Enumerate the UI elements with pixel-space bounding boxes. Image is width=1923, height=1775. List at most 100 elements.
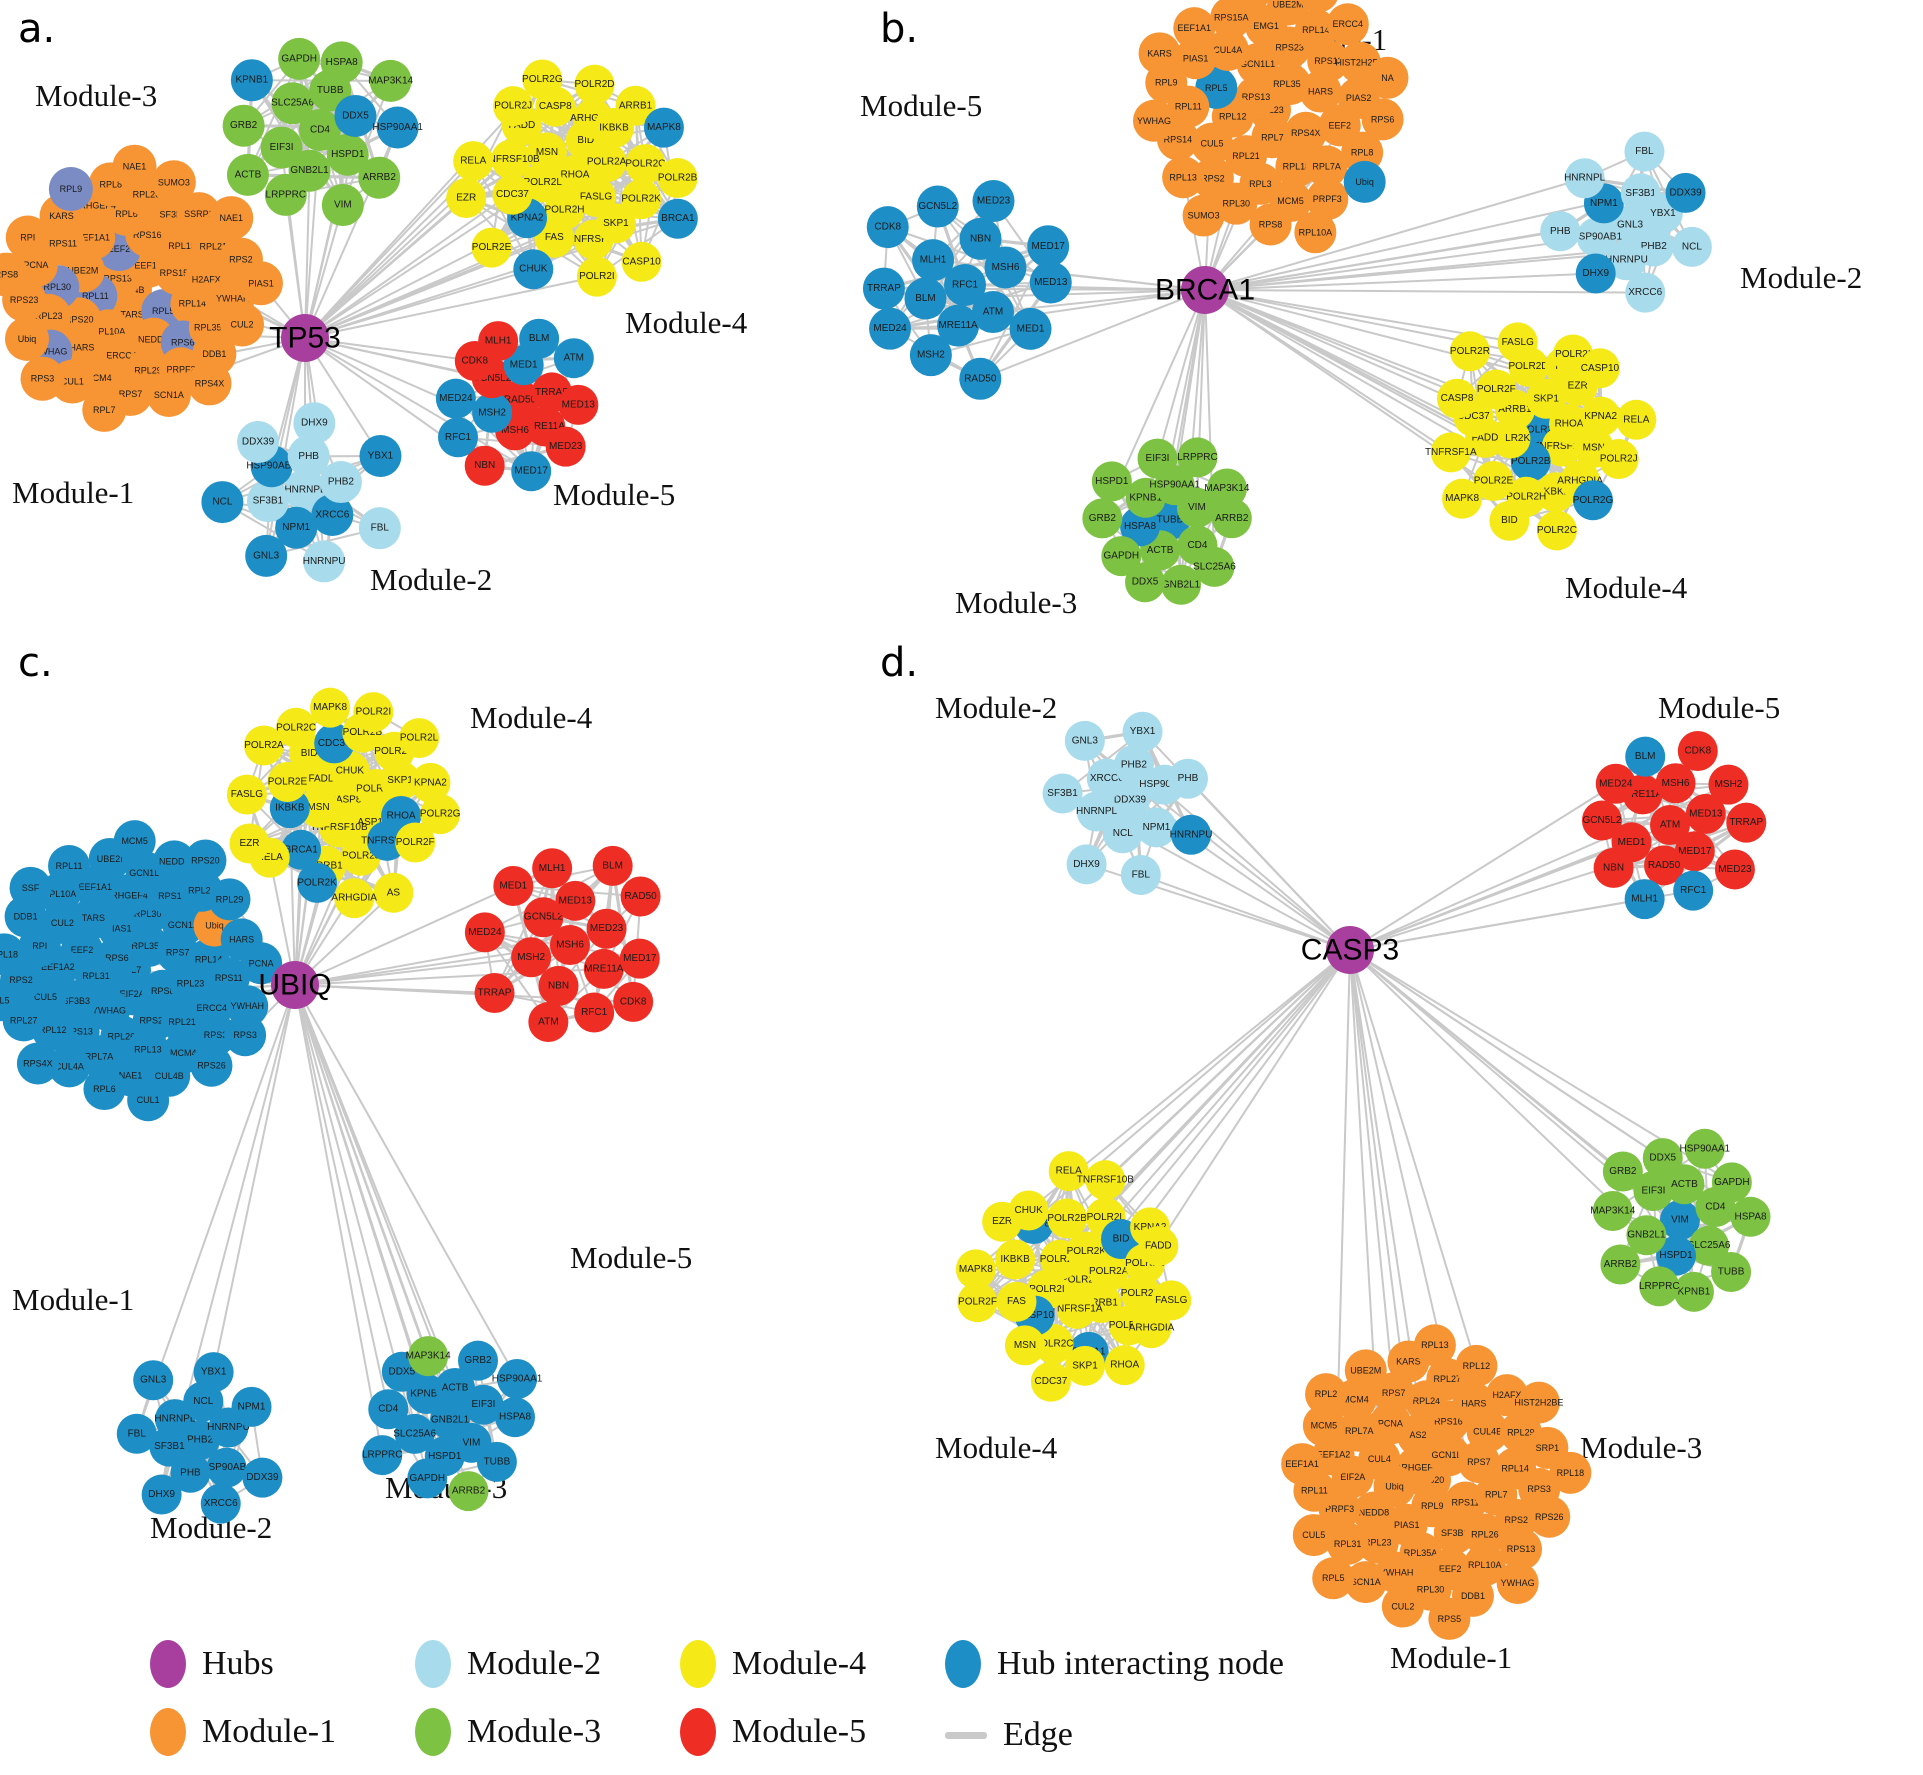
network-node[interactable]: MAP3K14 (1204, 468, 1250, 509)
network-node[interactable]: MED24 (1595, 763, 1636, 804)
network-node[interactable]: NBN (464, 445, 505, 486)
network-node[interactable]: HNRNPU (1605, 240, 1648, 281)
network-node[interactable]: RPS5 (1428, 1597, 1471, 1640)
network-node[interactable]: FASLG (1151, 1280, 1192, 1321)
network-node[interactable]: RPS3 (20, 356, 65, 401)
network-node[interactable]: SKP1 (595, 203, 636, 244)
network-node[interactable]: HSPD1 (1091, 461, 1132, 502)
network-node[interactable]: ARRB1 (615, 85, 656, 126)
network-node[interactable]: HSP90AA1 (492, 1358, 543, 1399)
network-node[interactable]: HSP90AB1 (1571, 217, 1622, 258)
network-node[interactable]: GRB2 (1602, 1151, 1643, 1192)
network-node[interactable]: ATM (553, 338, 594, 379)
hub-node-tp53[interactable]: TP53 (269, 314, 341, 362)
network-node[interactable]: FASLG (1497, 322, 1538, 363)
network-node[interactable]: TNFRSF1A (1051, 1288, 1103, 1329)
network-node[interactable]: MLH1 (532, 848, 573, 889)
network-node[interactable]: RHOA (1549, 404, 1590, 445)
network-node[interactable]: ARRB2 (1211, 498, 1252, 539)
network-node[interactable]: KPNA2 (410, 762, 451, 803)
network-node[interactable]: YBX1 (193, 1352, 234, 1393)
network-node[interactable]: HSPD1 (326, 133, 369, 176)
network-node[interactable]: POLR2B (657, 158, 698, 199)
network-node[interactable]: CDK8 (866, 206, 909, 249)
network-node[interactable]: GAPDH (1711, 1162, 1752, 1203)
network-node[interactable]: RPS8 (1249, 203, 1292, 246)
network-node[interactable]: VIM (1660, 1200, 1700, 1240)
network-node[interactable]: POLR2J (493, 86, 534, 127)
network-node[interactable]: LRPPRC (1639, 1266, 1680, 1307)
network-node[interactable]: KARS (1138, 32, 1181, 75)
network-node[interactable]: BLM (1625, 736, 1666, 777)
network-node[interactable]: POLR2E (1473, 461, 1514, 502)
network-node[interactable]: PHB2 (319, 461, 362, 504)
network-node[interactable]: POLR2A (1088, 1251, 1129, 1292)
network-node[interactable]: GRB2 (457, 1340, 498, 1381)
network-node[interactable]: POLR2G (1573, 480, 1614, 521)
network-node[interactable]: MED13 (1029, 261, 1072, 304)
network-node[interactable]: RFC1 (574, 992, 615, 1033)
network-node[interactable]: SF3B1 (1042, 773, 1083, 814)
network-node[interactable]: HNRNPL (1564, 158, 1606, 199)
network-node[interactable]: MED1 (493, 865, 534, 906)
network-node[interactable]: PIAS1 (238, 261, 283, 306)
network-node[interactable]: DDX39 (237, 421, 280, 464)
network-node[interactable]: YBX1 (359, 434, 402, 477)
network-node[interactable]: MLH1 (478, 321, 519, 362)
network-node[interactable]: KPNB1 (1673, 1271, 1714, 1312)
network-node[interactable]: NCL (1671, 226, 1712, 267)
network-node[interactable]: POLR2R (1450, 331, 1490, 372)
network-node[interactable]: EZR (229, 823, 270, 864)
network-node[interactable]: DDX39 (242, 1457, 283, 1498)
network-node[interactable]: RPL5 (0, 979, 20, 1022)
network-node[interactable]: RPL5 (1312, 1557, 1355, 1600)
network-node[interactable]: POLR2C (276, 707, 316, 748)
network-node[interactable]: RELA (1616, 399, 1657, 440)
network-node[interactable]: HSP90AB1 (201, 1447, 252, 1488)
network-node[interactable]: MED23 (1714, 849, 1755, 890)
network-node[interactable]: POLR2C (1537, 510, 1577, 551)
network-node[interactable]: HSPA8 (1730, 1196, 1771, 1237)
network-node[interactable]: SLC25A6 (271, 82, 314, 125)
network-node[interactable]: CUL2 (1381, 1585, 1424, 1628)
network-node[interactable]: HSPD1 (1656, 1235, 1697, 1276)
network-node[interactable]: NPM1 (1136, 807, 1177, 848)
network-node[interactable]: ARRB2 (358, 156, 401, 199)
network-node[interactable]: GNL3 (245, 534, 288, 577)
network-node[interactable]: CD4 (368, 1389, 409, 1430)
network-node[interactable]: POLR2A (586, 142, 627, 183)
network-node[interactable]: TUBB (476, 1441, 517, 1482)
network-node[interactable]: RPS7 (1372, 1372, 1415, 1415)
network-node[interactable]: RPL6 (83, 1068, 126, 1111)
network-node[interactable]: RPL7A (1305, 145, 1348, 188)
network-node[interactable]: TRRAP (862, 267, 905, 310)
network-node[interactable]: DDX5 (1642, 1138, 1683, 1179)
network-node[interactable]: FASLG (226, 774, 267, 815)
network-node[interactable]: ATM (528, 1002, 569, 1043)
network-node[interactable]: MSN (1004, 1325, 1045, 1366)
network-node[interactable]: MAPK8 (643, 107, 684, 148)
network-node[interactable]: MAPK8 (310, 687, 351, 728)
network-node[interactable]: SLC25A6 (1193, 546, 1236, 587)
hub-node-brca1[interactable]: BRCA1 (1155, 266, 1255, 314)
network-node[interactable]: EIF2A (1297, 0, 1339, 13)
network-node[interactable]: GRB2 (222, 104, 265, 147)
network-node[interactable]: RHOA (1104, 1345, 1145, 1386)
hub-node-casp3[interactable]: CASP3 (1301, 926, 1399, 974)
network-node[interactable]: POLR2E (267, 761, 308, 802)
network-node[interactable]: YWHAG (1496, 1561, 1539, 1604)
network-node[interactable]: MRE11A (937, 304, 980, 347)
hub-node-ubiq[interactable]: UBIQ (258, 961, 332, 1009)
network-node[interactable]: SF3B1 (246, 480, 289, 523)
network-node[interactable]: GCN5L2 (916, 185, 959, 228)
network-node[interactable]: FADD (1138, 1226, 1179, 1267)
network-node[interactable]: ARRB2 (448, 1471, 489, 1512)
network-node[interactable]: PHB (1540, 211, 1581, 252)
network-node[interactable]: EIF3I (1633, 1170, 1674, 1211)
network-node[interactable]: ACTB (226, 153, 269, 196)
network-node[interactable]: TNFRSF1A (1425, 432, 1477, 473)
network-node[interactable]: POLR2A (243, 725, 284, 766)
network-node[interactable]: MLH1 (912, 239, 955, 282)
network-node[interactable]: HSPA8 (494, 1397, 535, 1438)
network-node[interactable]: CDC37 (1030, 1361, 1071, 1402)
